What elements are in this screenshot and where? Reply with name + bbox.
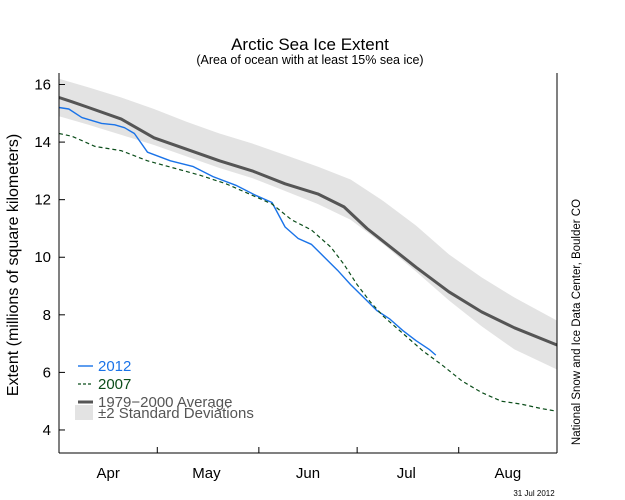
series-line-0 (58, 96, 558, 347)
x-tick-label: Jul (397, 465, 416, 482)
y-tick-label: 4 (43, 422, 51, 439)
date-stamp: 31 Jul 2012 (513, 489, 555, 498)
legend-label-0: 2012 (98, 358, 131, 375)
series-line-2 (58, 132, 558, 412)
chart-subtitle: (Area of ocean with at least 15% sea ice… (196, 53, 423, 67)
y-tick-label: 10 (34, 249, 51, 266)
plot-area: 4 6 8 10 12 14 16 Apr May Jun Jul Aug (34, 73, 558, 482)
y-axis-label: Extent (millions of square kilometers) (5, 134, 22, 396)
legend-label-1: 2007 (98, 376, 131, 393)
legend-label-2: 1979−2000 Average (98, 394, 232, 411)
x-tick-label: Apr (96, 465, 119, 482)
legend-label-band: ±2 Standard Deviations (98, 405, 254, 422)
y-tick-label: 14 (34, 134, 51, 151)
legend-swatch-band (75, 405, 93, 420)
std-dev-band (59, 78, 557, 370)
x-tick-label: Aug (495, 465, 522, 482)
y-tick-label: 8 (43, 307, 51, 324)
x-tick-label: May (192, 465, 221, 482)
x-tick-label: Jun (296, 465, 320, 482)
credit-text: National Snow and Ice Data Center, Bould… (571, 199, 583, 445)
series-line-1 (58, 106, 437, 356)
chart-title: Arctic Sea Ice Extent (231, 35, 389, 54)
y-tick-label: 6 (43, 364, 51, 381)
y-tick-label: 12 (34, 192, 51, 209)
y-tick-label: 16 (34, 77, 51, 94)
